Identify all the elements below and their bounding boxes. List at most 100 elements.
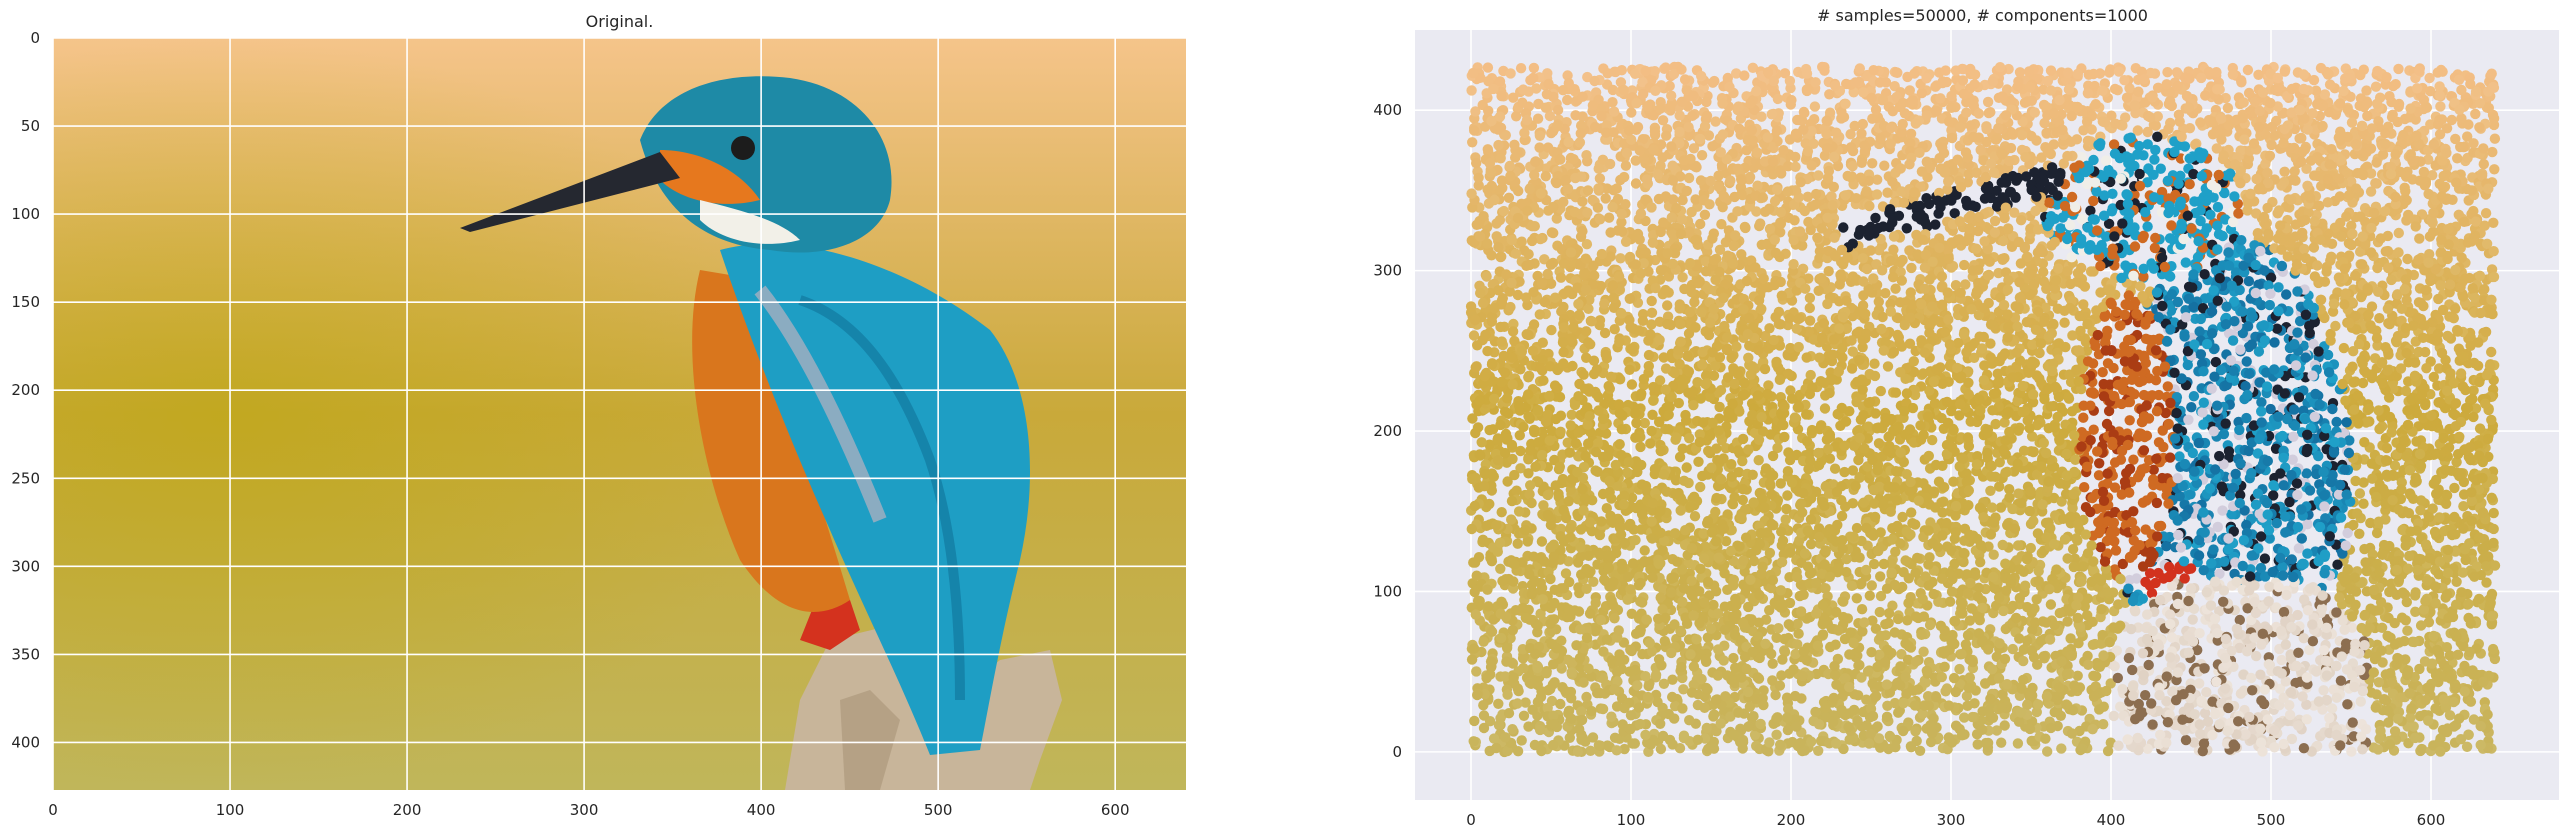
scatter-point xyxy=(2370,81,2382,92)
left-ytick-label: 350 xyxy=(11,645,40,663)
scatter-point xyxy=(1681,462,1692,473)
scatter-point xyxy=(1646,425,1657,437)
scatter-point xyxy=(1594,214,1606,225)
scatter-point xyxy=(1467,137,1478,148)
scatter-point xyxy=(2105,678,2116,689)
scatter-point xyxy=(2414,233,2425,244)
scatter-point xyxy=(1661,486,1672,497)
scatter-point xyxy=(2223,446,2235,457)
scatter-point xyxy=(1728,652,1739,664)
scatter-point xyxy=(1814,352,1825,363)
scatter-point xyxy=(2449,482,2460,494)
scatter-point xyxy=(2101,418,2113,430)
scatter-point xyxy=(1846,363,1858,374)
scatter-point xyxy=(2108,139,2120,150)
scatter-point xyxy=(1813,745,1824,756)
scatter-point xyxy=(1534,724,1546,736)
left-ticks: 0 100 200 300 400 500 600050100150200250300350… xyxy=(11,29,1129,819)
scatter-point xyxy=(2399,635,2410,647)
scatter-point xyxy=(2152,82,2164,94)
scatter-point xyxy=(1993,267,2004,279)
scatter-point xyxy=(1523,721,1534,732)
scatter-point xyxy=(1924,619,1936,631)
scatter-point xyxy=(2179,141,2191,152)
scatter-point xyxy=(1720,536,1732,547)
scatter-point xyxy=(1985,693,1996,704)
scatter-point xyxy=(1516,735,1527,746)
scatter-point xyxy=(2131,573,2142,584)
scatter-point xyxy=(2428,371,2439,383)
scatter-point xyxy=(1676,96,1688,108)
scatter-point xyxy=(1789,215,1800,226)
scatter-point xyxy=(1982,96,1994,108)
scatter-point xyxy=(2113,740,2124,751)
scatter-point xyxy=(1508,92,1519,103)
scatter-point xyxy=(2090,99,2101,110)
scatter-point xyxy=(1467,413,1478,424)
scatter-point xyxy=(2297,691,2308,702)
scatter-point xyxy=(1682,350,1693,362)
left-axes: 0 100 200 300 400 500 600050100150200250300350… xyxy=(11,12,1186,819)
left-ytick-label: 400 xyxy=(11,733,40,751)
scatter-point xyxy=(1469,715,1480,727)
scatter-point xyxy=(1997,539,2008,551)
scatter-point xyxy=(2301,699,2312,710)
scatter-point xyxy=(2456,84,2467,96)
scatter-point xyxy=(2222,102,2234,114)
scatter-point xyxy=(2269,742,2280,753)
scatter-point xyxy=(2142,126,2153,138)
scatter-point xyxy=(1688,661,1700,672)
scatter-point xyxy=(2331,416,2342,428)
scatter-point xyxy=(1974,331,1985,342)
scatter-point xyxy=(2256,397,2267,408)
scatter-point xyxy=(2127,664,2138,676)
scatter-point xyxy=(1689,511,1701,522)
scatter-point xyxy=(2085,506,2096,518)
scatter-point xyxy=(1688,143,1700,154)
scatter-point xyxy=(1833,366,1845,377)
scatter-point xyxy=(1989,215,2001,227)
left-ytick-label: 0 xyxy=(30,29,40,47)
scatter-point xyxy=(2186,402,2197,413)
scatter-point xyxy=(2179,458,2191,470)
scatter-point xyxy=(1856,604,1868,615)
bird-beak xyxy=(460,152,680,232)
scatter-point xyxy=(1491,218,1502,229)
scatter-point xyxy=(1994,457,2006,468)
scatter-point xyxy=(1732,206,1743,217)
scatter-point xyxy=(1775,478,1787,489)
scatter-point xyxy=(2035,635,2047,647)
scatter-point xyxy=(1482,62,1494,73)
scatter-point xyxy=(2263,532,2275,544)
scatter-point xyxy=(2162,67,2173,78)
scatter-point xyxy=(2012,540,2024,551)
scatter-point xyxy=(2183,293,2194,304)
scatter-point xyxy=(1639,417,1651,429)
scatter-point xyxy=(2349,404,2360,415)
scatter-point xyxy=(2334,191,2346,202)
left-ytick-label: 150 xyxy=(11,293,40,311)
scatter-point xyxy=(1764,737,1775,748)
scatter-point xyxy=(1683,172,1695,184)
scatter-point xyxy=(2372,340,2383,351)
scatter-point xyxy=(1981,123,1992,135)
scatter-point xyxy=(1495,563,1506,574)
scatter-point xyxy=(1695,218,1706,230)
scatter-point xyxy=(1649,66,1661,77)
scatter-point xyxy=(2462,131,2473,142)
scatter-point xyxy=(2104,67,2115,78)
scatter-point xyxy=(2212,201,2224,213)
scatter-point xyxy=(1770,689,1781,701)
scatter-point xyxy=(2018,674,2029,686)
scatter-point xyxy=(2324,79,2336,90)
scatter-point xyxy=(2404,550,2415,562)
scatter-point xyxy=(2393,227,2404,239)
scatter-point xyxy=(1697,346,1708,358)
left-xtick-label: 300 xyxy=(570,801,599,819)
scatter-point xyxy=(1666,90,1677,101)
left-xtick-label: 200 xyxy=(393,801,422,819)
scatter-point xyxy=(1626,379,1638,390)
scatter-point xyxy=(2354,528,2365,539)
scatter-point xyxy=(1606,711,1617,722)
scatter-point xyxy=(2251,650,2262,662)
